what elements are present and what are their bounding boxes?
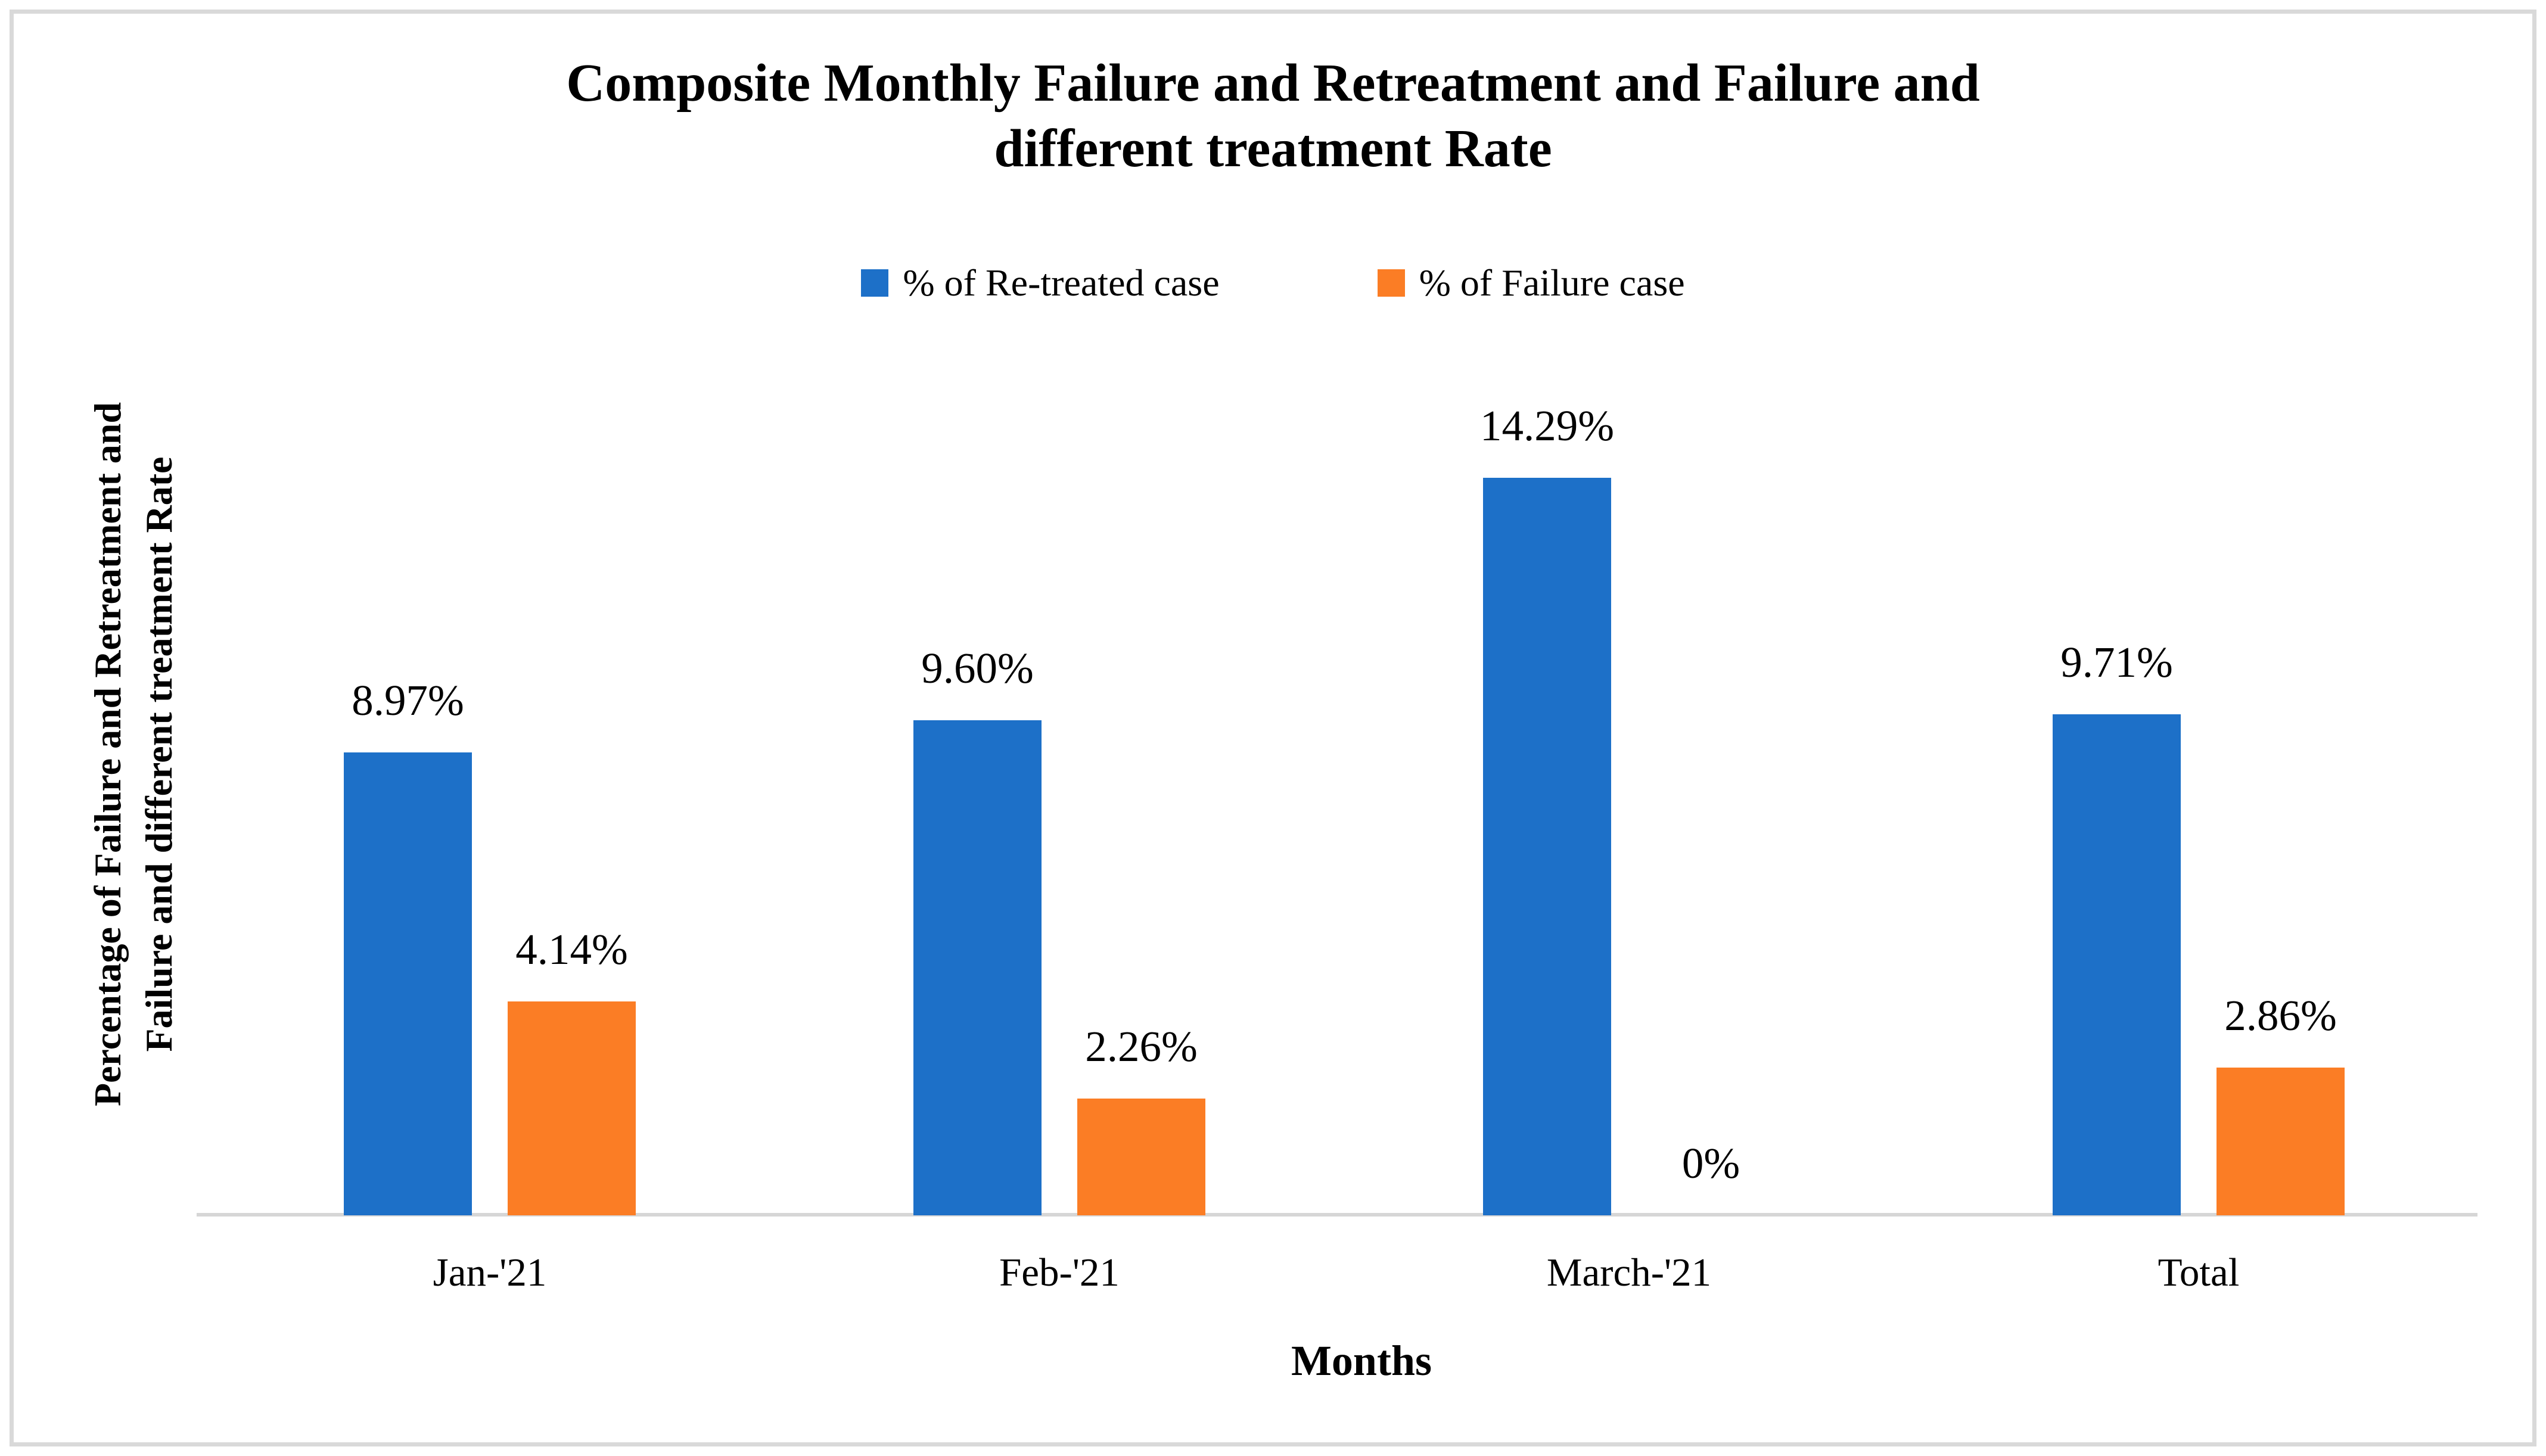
data-label-failure-jan-21: 4.14% bbox=[515, 925, 628, 973]
data-label-retreated-total: 9.71% bbox=[2060, 638, 2173, 686]
data-label-retreated-feb-21: 9.60% bbox=[921, 644, 1034, 692]
x-tick-label-jan-21: Jan-'21 bbox=[433, 1250, 547, 1295]
x-tick-label-march-21: March-'21 bbox=[1546, 1250, 1712, 1295]
x-tick-label-feb-21: Feb-'21 bbox=[999, 1250, 1120, 1295]
x-axis-title: Months bbox=[1291, 1337, 1432, 1385]
legend-item-retreated: % of Re-treated case bbox=[861, 261, 1220, 305]
chart-title: Composite Monthly Failure and Retreatmen… bbox=[0, 51, 2546, 182]
bar-failure-jan-21 bbox=[508, 1001, 636, 1215]
legend-label-failure: % of Failure case bbox=[1419, 262, 1685, 304]
legend: % of Re-treated case % of Failure case bbox=[0, 261, 2546, 305]
x-axis-line bbox=[197, 1213, 2477, 1217]
chart-title-line-1: Composite Monthly Failure and Retreatmen… bbox=[566, 54, 1980, 113]
data-label-retreated-march-21: 14.29% bbox=[1479, 402, 1615, 450]
bar-retreated-jan-21 bbox=[344, 752, 472, 1215]
data-label-failure-march-21: 0% bbox=[1681, 1139, 1740, 1187]
data-label-retreated-jan-21: 8.97% bbox=[352, 676, 464, 724]
data-label-failure-total: 2.86% bbox=[2224, 991, 2337, 1040]
bar-failure-feb-21 bbox=[1077, 1099, 1205, 1215]
legend-label-retreated: % of Re-treated case bbox=[903, 262, 1220, 304]
bar-retreated-total bbox=[2053, 714, 2181, 1215]
bar-retreated-feb-21 bbox=[913, 720, 1042, 1215]
legend-item-failure: % of Failure case bbox=[1377, 261, 1685, 305]
bar-retreated-march-21 bbox=[1483, 478, 1611, 1215]
x-tick-label-total: Total bbox=[2158, 1250, 2240, 1295]
legend-swatch-retreated-icon bbox=[861, 269, 889, 297]
chart-title-line-2: different treatment Rate bbox=[994, 119, 1552, 178]
bar-failure-total bbox=[2217, 1068, 2345, 1215]
data-label-failure-feb-21: 2.26% bbox=[1085, 1022, 1198, 1071]
legend-swatch-failure-icon bbox=[1377, 269, 1405, 297]
